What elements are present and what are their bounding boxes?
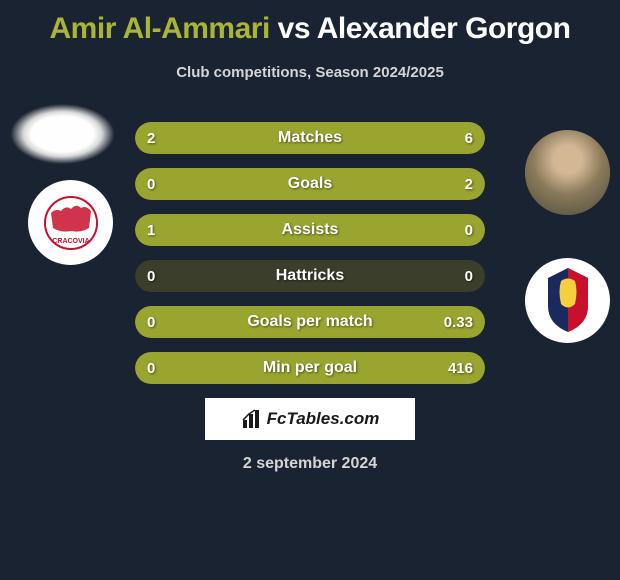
stat-label: Assists (135, 214, 485, 246)
player2-name: Alexander Gorgon (317, 12, 571, 45)
chart-icon (241, 408, 263, 430)
stat-row: 02Goals (135, 168, 485, 200)
stat-row: 0416Min per goal (135, 352, 485, 384)
date-text: 2 september 2024 (0, 455, 620, 473)
logo-text: FcTables.com (267, 409, 380, 429)
player1-name: Amir Al-Ammari (50, 12, 270, 45)
vs-text: vs (278, 12, 310, 45)
stat-label: Matches (135, 122, 485, 154)
pogon-badge-icon (543, 266, 593, 336)
stat-row: 26Matches (135, 122, 485, 154)
player2-avatar (525, 130, 610, 215)
subtitle: Club competitions, Season 2024/2025 (0, 64, 620, 81)
player1-avatar (10, 98, 115, 170)
stat-row: 10Assists (135, 214, 485, 246)
stat-label: Min per goal (135, 352, 485, 384)
cracovia-badge-icon: CRACOVIA (41, 193, 101, 253)
stat-row: 00.33Goals per match (135, 306, 485, 338)
player2-club-badge (525, 258, 610, 343)
player1-club-badge: CRACOVIA (28, 180, 113, 265)
svg-text:CRACOVIA: CRACOVIA (52, 238, 89, 245)
fctables-logo: FcTables.com (205, 398, 415, 440)
comparison-title: Amir Al-Ammari vs Alexander Gorgon (0, 0, 620, 46)
stat-row: 00Hattricks (135, 260, 485, 292)
stat-label: Goals (135, 168, 485, 200)
stat-label: Goals per match (135, 306, 485, 338)
stat-label: Hattricks (135, 260, 485, 292)
stats-bars-container: 26Matches 02Goals 10Assists 00Hattricks 00.3… (135, 122, 485, 398)
